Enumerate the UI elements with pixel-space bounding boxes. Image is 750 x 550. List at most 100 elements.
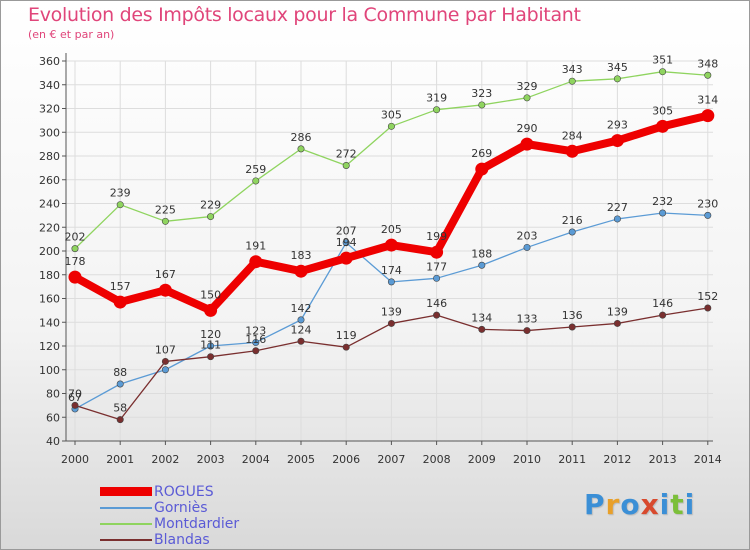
data-point-rogues [204, 303, 218, 317]
y-tick-label: 320 [39, 103, 60, 116]
data-label-blandas: 152 [697, 290, 718, 303]
data-point-blandas [207, 353, 215, 361]
data-point-gornies [478, 261, 486, 269]
data-label-blandas: 139 [607, 305, 628, 318]
y-tick-label: 60 [46, 411, 60, 424]
data-point-gornies [523, 243, 531, 251]
logo-letter: r [605, 488, 621, 521]
data-label-rogues: 191 [245, 240, 266, 253]
data-point-gornies [704, 211, 712, 219]
data-point-gornies [387, 278, 395, 286]
y-tick-label: 360 [39, 55, 60, 68]
data-label-rogues: 194 [336, 236, 357, 249]
y-tick-label: 260 [39, 174, 60, 187]
y-tick-label: 140 [39, 316, 60, 329]
data-label-montdardier: 345 [607, 61, 628, 74]
legend-label-rogues: ROGUES [154, 484, 214, 500]
data-label-montdardier: 305 [381, 108, 402, 121]
data-label-montdardier: 229 [200, 199, 221, 212]
data-point-gornies [659, 209, 667, 217]
x-tick-label: 2010 [513, 453, 541, 466]
data-label-gornies: 216 [562, 214, 583, 227]
data-label-montdardier: 272 [336, 148, 357, 161]
legend-label-montdardier: Montdardier [154, 516, 240, 532]
data-point-montdardier [116, 201, 124, 209]
data-label-montdardier: 286 [291, 131, 312, 144]
data-label-rogues: 199 [426, 230, 447, 243]
data-label-gornies: 88 [113, 366, 127, 379]
legend-swatch-rogues [100, 487, 152, 496]
data-point-blandas [433, 311, 441, 319]
x-tick-label: 2004 [242, 453, 270, 466]
y-tick-label: 180 [39, 269, 60, 282]
data-label-rogues: 305 [652, 104, 673, 117]
data-point-gornies [207, 342, 215, 350]
x-tick-label: 2000 [61, 453, 89, 466]
x-tick-label: 2008 [423, 453, 451, 466]
data-point-gornies [568, 228, 576, 236]
data-point-blandas [387, 319, 395, 327]
logo-letter: t [670, 488, 685, 521]
data-point-blandas [161, 357, 169, 365]
data-label-blandas: 133 [517, 313, 538, 326]
data-point-blandas [613, 319, 621, 327]
data-label-rogues: 157 [110, 280, 131, 293]
data-point-rogues [430, 245, 444, 259]
data-point-gornies [297, 316, 305, 324]
data-label-gornies: 67 [68, 391, 82, 404]
data-label-montdardier: 225 [155, 203, 176, 216]
data-label-blandas: 116 [245, 333, 266, 346]
x-tick-label: 2001 [106, 453, 134, 466]
data-label-montdardier: 323 [471, 87, 492, 100]
data-label-rogues: 314 [697, 94, 718, 107]
data-point-rogues [249, 255, 263, 269]
data-point-rogues [656, 119, 670, 133]
data-point-montdardier [252, 177, 260, 185]
y-tick-label: 40 [46, 435, 60, 448]
data-label-rogues: 284 [562, 129, 583, 142]
data-label-rogues: 205 [381, 223, 402, 236]
data-point-rogues [68, 270, 82, 284]
logo-letter: i [684, 488, 696, 521]
data-point-blandas [659, 311, 667, 319]
data-label-gornies: 123 [245, 324, 266, 337]
data-label-blandas: 119 [336, 329, 357, 342]
legend-swatch-blandas [100, 539, 152, 541]
data-label-montdardier: 239 [110, 187, 131, 200]
data-point-gornies [252, 338, 260, 346]
x-tick-label: 2009 [468, 453, 496, 466]
data-point-montdardier [207, 213, 215, 221]
data-point-blandas [252, 347, 260, 355]
x-tick-label: 2011 [558, 453, 586, 466]
data-point-gornies [433, 274, 441, 282]
y-tick-label: 300 [39, 126, 60, 139]
data-point-rogues [701, 109, 715, 123]
data-label-blandas: 124 [291, 323, 312, 336]
data-point-gornies [613, 215, 621, 223]
data-label-gornies: 230 [697, 197, 718, 210]
data-point-gornies [161, 366, 169, 374]
data-label-blandas: 146 [652, 297, 673, 310]
data-point-gornies [342, 239, 350, 247]
data-point-blandas [704, 304, 712, 312]
data-label-rogues: 178 [65, 255, 86, 268]
logo-letter: o [620, 488, 641, 521]
logo-letter: P [584, 488, 606, 521]
data-point-blandas [478, 325, 486, 333]
data-label-gornies: 203 [517, 229, 538, 242]
y-tick-label: 160 [39, 293, 60, 306]
data-point-rogues [475, 162, 489, 176]
data-point-blandas [297, 337, 305, 345]
data-point-rogues [158, 283, 172, 297]
data-point-montdardier [568, 77, 576, 85]
legend-swatch-montdardier [100, 523, 152, 525]
logo-letter: x [640, 488, 660, 521]
legend-swatch-gornies [100, 507, 152, 509]
data-label-blandas: 107 [155, 343, 176, 356]
data-point-gornies [116, 380, 124, 388]
data-label-blandas: 70 [68, 387, 82, 400]
data-point-rogues [113, 295, 127, 309]
data-point-rogues [610, 134, 624, 148]
data-point-blandas [71, 401, 79, 409]
data-label-gornies: 174 [381, 264, 402, 277]
